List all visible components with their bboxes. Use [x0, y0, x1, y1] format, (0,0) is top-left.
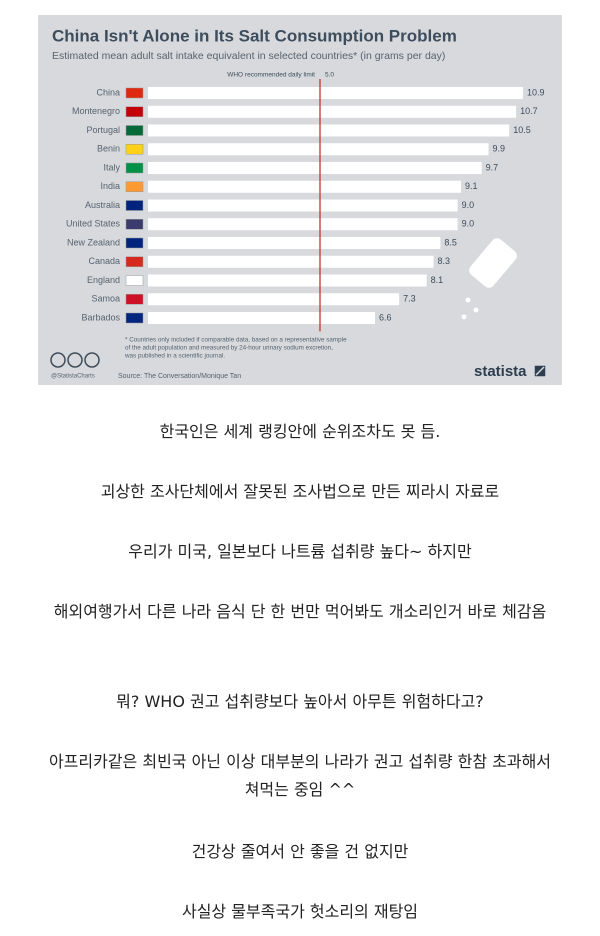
flag-icon	[125, 87, 144, 99]
footnote: of the adult population and measured by …	[125, 345, 333, 352]
category-label: New Zealand	[67, 237, 120, 247]
bar	[148, 143, 489, 156]
flag-icon	[125, 200, 144, 211]
flag-icon	[125, 256, 144, 267]
value-label: 6.6	[379, 312, 392, 322]
flag-icon	[125, 106, 144, 117]
bar	[148, 162, 482, 174]
flag-icon	[125, 181, 144, 192]
bar	[148, 293, 400, 306]
paragraph: 건강상 줄여서 안 좋을 건 없지만	[191, 842, 409, 861]
brand-icon	[533, 364, 547, 378]
value-label: 9.9	[493, 144, 506, 154]
flag-icon	[125, 125, 144, 136]
flag-icon	[125, 144, 144, 155]
value-label: 9.0	[462, 200, 475, 210]
value-label: 8.5	[444, 237, 457, 247]
paragraph: 우리가 미국, 일본보다 나트륨 섭취량 높다~ 하지만	[128, 542, 472, 561]
value-label: 9.1	[465, 181, 478, 191]
category-label: Australia	[85, 200, 120, 210]
bar	[148, 105, 517, 118]
flag-icon	[125, 219, 144, 230]
footnote: * Countries only included if comparable …	[125, 337, 347, 344]
category-label: Italy	[103, 162, 120, 172]
value-label: 10.7	[520, 106, 538, 116]
reference-label: WHO recommended daily limit	[227, 72, 315, 79]
value-label: 8.1	[431, 275, 444, 285]
category-label: Portugal	[86, 125, 120, 135]
bar	[148, 255, 434, 268]
bar	[148, 218, 458, 231]
bar	[148, 87, 523, 99]
chart: China Isn't Alone in Its Salt Consumptio…	[38, 15, 562, 385]
bar	[148, 274, 427, 287]
bar	[148, 312, 376, 324]
paragraph: 해외여행가서 다른 나라 음식 단 한 번만 먹어봐도 개소리인거 바로 체감옴	[53, 602, 547, 621]
footnote: was published in a scientific journal.	[124, 353, 225, 360]
bar	[148, 237, 441, 249]
paragraph: 괴상한 조사단체에서 잘못된 조사법으로 만든 찌라시 자료로	[100, 482, 500, 501]
nd-icon	[84, 352, 100, 368]
chart-subtitle: Estimated mean adult salt intake equival…	[52, 50, 445, 62]
value-label: 10.9	[527, 87, 545, 97]
salt-shaker	[461, 238, 517, 320]
paragraph: 사실상 물부족국가 헛소리의 재탕임	[181, 902, 419, 921]
bar	[148, 124, 510, 137]
brand: statista	[474, 363, 527, 380]
category-label: Samoa	[91, 294, 120, 304]
flag-icon	[125, 275, 144, 286]
flag-icon	[125, 237, 144, 249]
flag-icon	[125, 312, 144, 324]
bar	[148, 180, 462, 193]
category-label: India	[100, 181, 120, 191]
handle: @StatistaCharts	[51, 374, 95, 380]
paragraph: 아프리카같은 최빈국 아닌 이상 대부분의 나라가 권고 섭취량 한참 초과해서…	[48, 752, 552, 799]
category-label: Canada	[88, 256, 120, 266]
reference-value: 5.0	[325, 72, 334, 79]
category-label: Montenegro	[72, 106, 120, 116]
by-icon	[67, 352, 83, 368]
source: Source: The Conversation/Monique Tan	[118, 373, 241, 380]
value-label: 7.3	[403, 294, 416, 304]
value-label: 8.3	[438, 256, 451, 266]
category-label: Benin	[97, 144, 120, 154]
flag-icon	[125, 162, 144, 174]
flag-icon	[125, 294, 144, 305]
category-label: England	[87, 275, 120, 285]
value-label: 9.7	[486, 162, 499, 172]
category-label: United States	[66, 219, 121, 229]
category-label: Barbados	[81, 312, 120, 322]
value-label: 10.5	[513, 125, 531, 135]
chart-title: China Isn't Alone in Its Salt Consumptio…	[52, 26, 457, 45]
paragraph: 뭐? WHO 권고 섭취량보다 높아서 아무튼 위험하다고?	[116, 692, 484, 711]
bar	[148, 199, 458, 212]
value-label: 9.0	[462, 219, 475, 229]
paragraph: 한국인은 세계 랭킹안에 순위조차도 못 듬.	[159, 422, 441, 441]
category-label: China	[96, 87, 120, 97]
cc-icon	[50, 352, 66, 368]
